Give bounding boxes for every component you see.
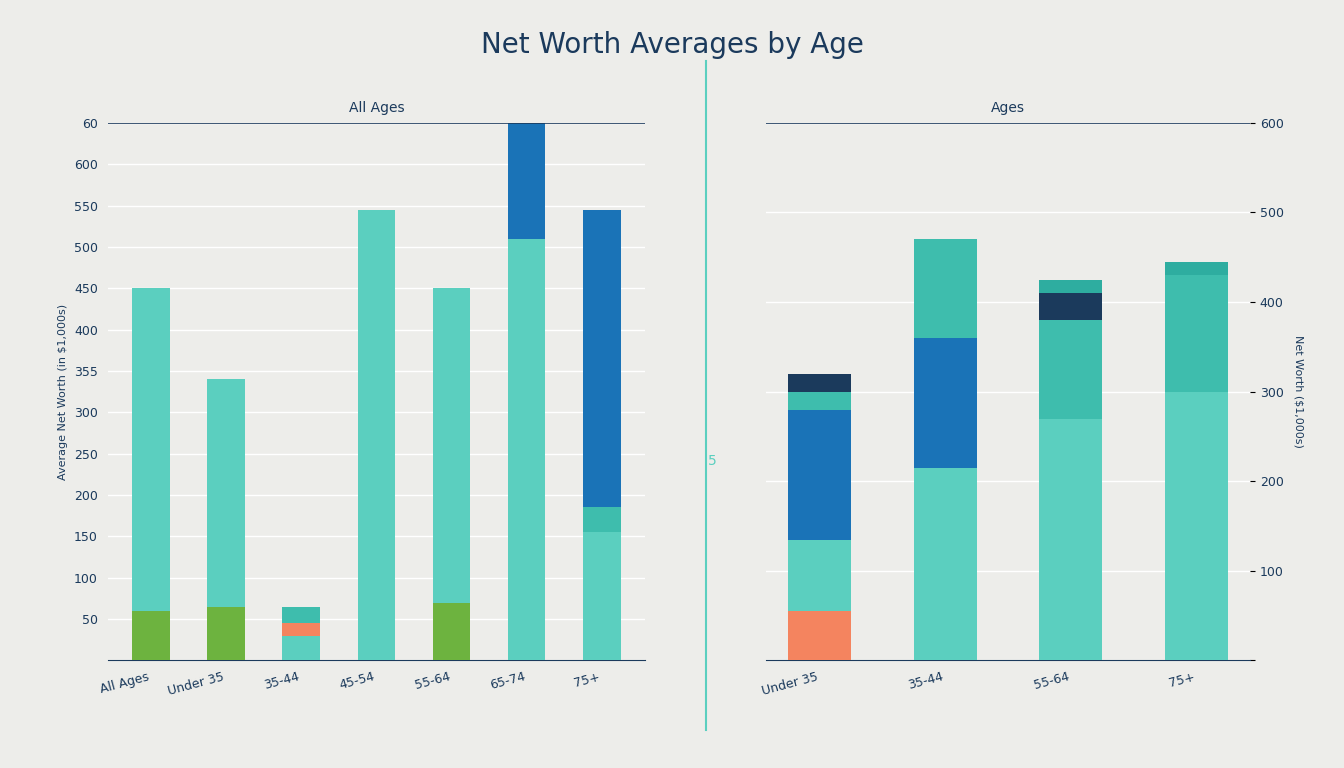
Bar — [583, 532, 621, 660]
Bar — [433, 288, 470, 603]
Bar — [1039, 293, 1102, 320]
Bar — [788, 392, 851, 409]
Bar — [914, 240, 977, 338]
Bar — [282, 624, 320, 636]
Bar — [207, 379, 245, 607]
Text: 5: 5 — [708, 454, 718, 468]
Bar — [914, 338, 977, 468]
Bar — [914, 468, 977, 660]
Bar — [207, 607, 245, 660]
Title: Ages: Ages — [991, 101, 1025, 114]
Bar — [1039, 320, 1102, 419]
Y-axis label: Average Net Worth (in $1,000s): Average Net Worth (in $1,000s) — [58, 303, 69, 480]
Bar — [1039, 419, 1102, 660]
Bar — [433, 603, 470, 660]
Bar — [508, 239, 546, 660]
Bar — [1039, 280, 1102, 293]
Bar — [282, 636, 320, 660]
Text: Net Worth Averages by Age: Net Worth Averages by Age — [481, 31, 863, 58]
Bar — [508, 0, 546, 7]
Bar — [358, 210, 395, 660]
Bar — [788, 374, 851, 392]
Bar — [282, 607, 320, 624]
Y-axis label: Net Worth ($1,000s): Net Worth ($1,000s) — [1293, 336, 1304, 448]
Bar — [788, 611, 851, 660]
Bar — [788, 539, 851, 611]
Bar — [508, 7, 546, 239]
Bar — [788, 409, 851, 539]
Bar — [1165, 275, 1228, 392]
Bar — [1165, 392, 1228, 660]
Bar — [132, 611, 169, 660]
Bar — [1165, 262, 1228, 275]
Bar — [583, 508, 621, 532]
Bar — [583, 210, 621, 508]
Title: All Ages: All Ages — [348, 101, 405, 114]
Bar — [132, 288, 169, 611]
